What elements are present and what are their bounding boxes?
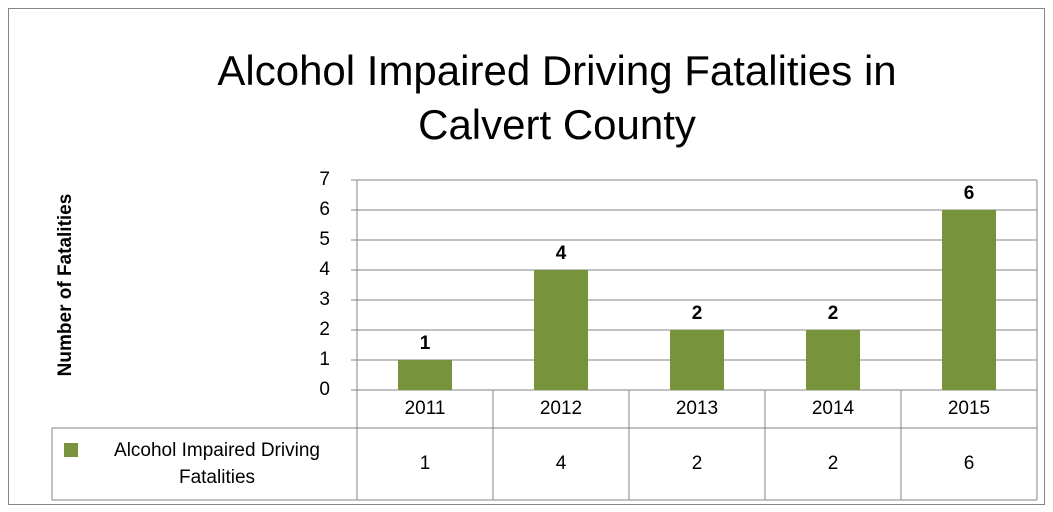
bar <box>806 330 860 390</box>
table-value: 6 <box>964 453 975 474</box>
bar <box>670 330 724 390</box>
title-box: Alcohol Impaired Driving Fatalities in C… <box>217 47 897 148</box>
legend-box: Alcohol Impaired Driving Fatalities <box>114 440 320 488</box>
legend-key <box>64 443 78 457</box>
table-value: 2 <box>828 453 839 474</box>
data-label: 4 <box>556 243 567 264</box>
legend-label: Alcohol Impaired Driving Fatalities <box>114 440 320 488</box>
y-tick-label: 3 <box>319 289 330 310</box>
y-tick-label: 1 <box>319 349 330 370</box>
table-value: 2 <box>692 453 703 474</box>
bar <box>942 210 996 390</box>
y-tick-label: 4 <box>319 259 330 280</box>
data-label: 2 <box>828 303 839 324</box>
y-axis-label: Number of Fatalities <box>55 194 76 377</box>
y-tick-label: 7 <box>319 169 330 190</box>
bar <box>398 360 452 390</box>
x-tick-label: 2014 <box>812 398 855 419</box>
chart-title: Alcohol Impaired Driving Fatalities in C… <box>217 47 897 148</box>
x-tick-label: 2012 <box>540 398 582 419</box>
table-value: 1 <box>420 453 431 474</box>
x-tick-label: 2011 <box>405 398 446 419</box>
data-label: 2 <box>692 303 703 324</box>
x-tick-label: 2013 <box>676 398 718 419</box>
data-label: 6 <box>964 183 975 204</box>
y-tick-label: 0 <box>319 379 330 400</box>
y-tick-label: 2 <box>319 319 330 340</box>
table-value: 4 <box>556 453 567 474</box>
bar <box>534 270 588 390</box>
y-tick-label: 6 <box>319 199 330 220</box>
data-label: 1 <box>420 333 431 354</box>
x-tick-label: 2015 <box>948 398 990 419</box>
chart-border <box>8 8 1045 505</box>
y-tick-label: 5 <box>319 229 330 250</box>
